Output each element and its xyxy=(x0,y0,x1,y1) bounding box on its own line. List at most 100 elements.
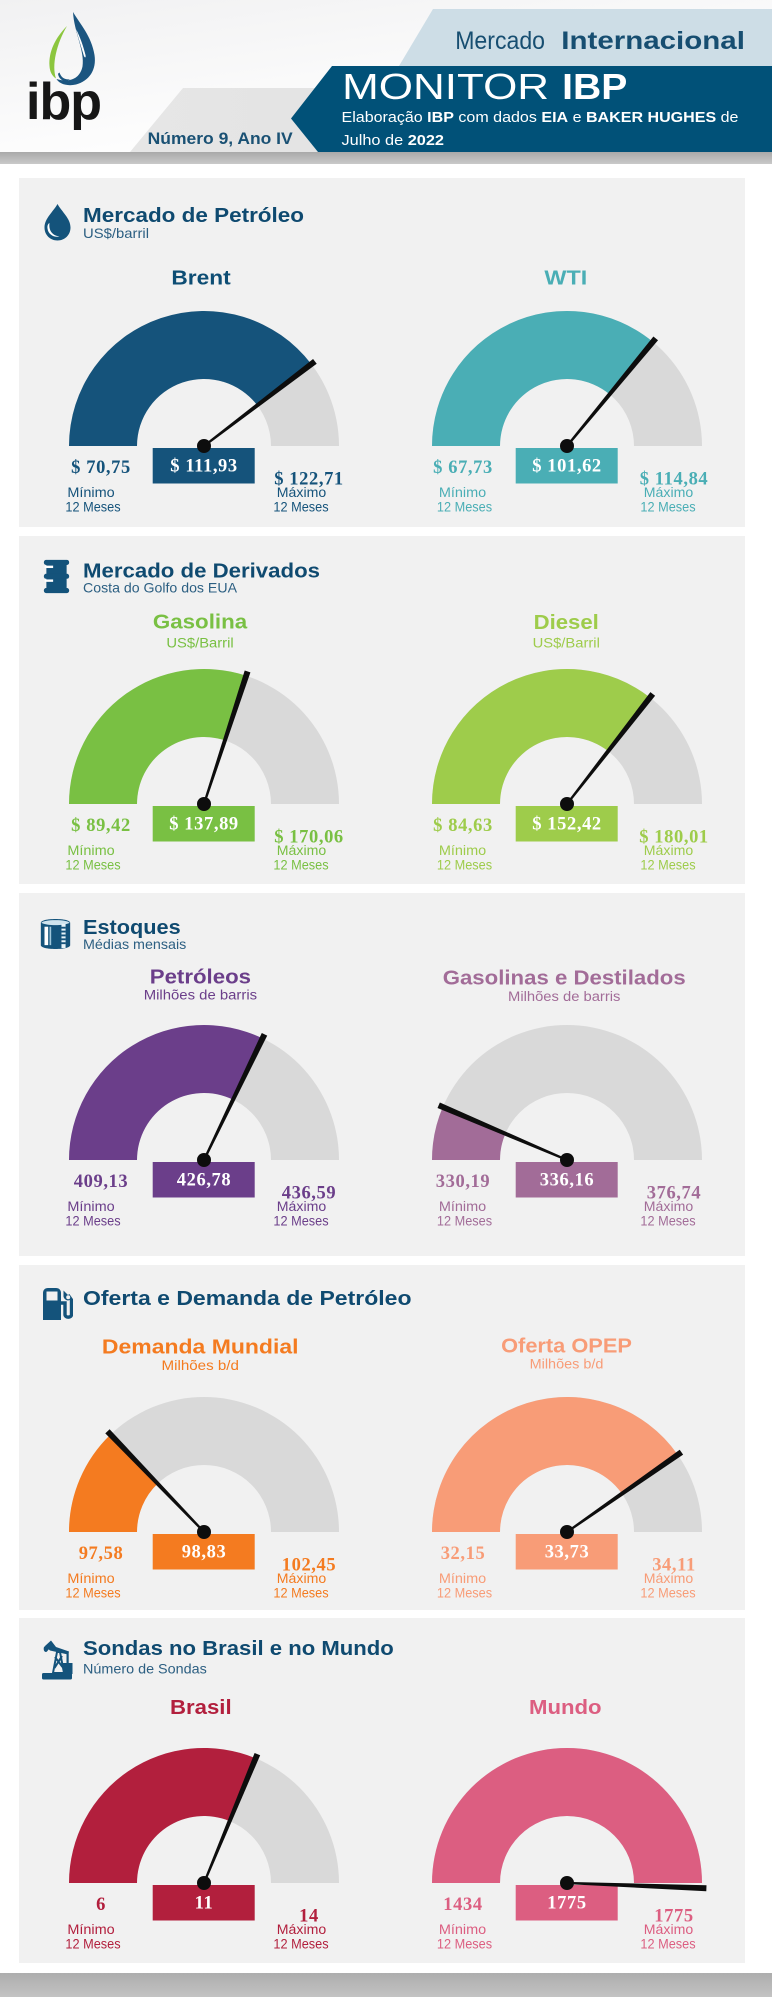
svg-text:Oferta OPEP: Oferta OPEP xyxy=(501,1336,632,1358)
svg-text:ibp: ibp xyxy=(26,73,101,131)
svg-text:Mínimo: Mínimo xyxy=(67,1571,114,1586)
svg-text:Máximo: Máximo xyxy=(644,843,693,858)
svg-text:Mundo: Mundo xyxy=(529,1697,602,1719)
svg-text:Máximo: Máximo xyxy=(644,1922,693,1937)
svg-text:Mínimo: Mínimo xyxy=(67,1922,114,1937)
svg-text:Médias mensais: Médias mensais xyxy=(83,936,186,952)
svg-text:1775: 1775 xyxy=(654,1907,693,1927)
svg-text:Internacional: Internacional xyxy=(561,27,745,55)
svg-text:Máximo: Máximo xyxy=(644,1571,693,1586)
svg-text:Demanda Mundial: Demanda Mundial xyxy=(102,1337,299,1359)
svg-text:12 Meses: 12 Meses xyxy=(640,1937,695,1952)
svg-text:336,16: 336,16 xyxy=(540,1170,594,1190)
svg-text:Número 9, Ano IV: Número 9, Ano IV xyxy=(148,130,293,148)
svg-text:Mínimo: Mínimo xyxy=(67,485,114,500)
svg-text:1775: 1775 xyxy=(547,1893,586,1913)
svg-text:Milhões b/d: Milhões b/d xyxy=(162,1358,239,1373)
svg-text:$ 137,89: $ 137,89 xyxy=(169,814,239,834)
svg-text:Milhões de barris: Milhões de barris xyxy=(144,988,258,1003)
svg-text:Costa do Golfo dos EUA: Costa do Golfo dos EUA xyxy=(83,580,238,596)
svg-text:Máximo: Máximo xyxy=(644,1199,693,1214)
svg-text:12 Meses: 12 Meses xyxy=(273,1214,328,1229)
svg-text:Estoques: Estoques xyxy=(83,916,181,939)
svg-text:Elaboração IBP com dados EIA e: Elaboração IBP com dados EIA e BAKER HUG… xyxy=(342,109,739,126)
svg-text:Milhões de barris: Milhões de barris xyxy=(508,989,621,1004)
svg-text:Mínimo: Mínimo xyxy=(439,1199,486,1214)
svg-text:Gasolina: Gasolina xyxy=(153,612,248,634)
svg-text:Mínimo: Mínimo xyxy=(439,843,486,858)
svg-text:US$/Barril: US$/Barril xyxy=(166,635,233,650)
svg-text:$ 122,71: $ 122,71 xyxy=(274,470,344,490)
svg-text:12 Meses: 12 Meses xyxy=(65,858,120,873)
svg-text:Máximo: Máximo xyxy=(277,1922,326,1937)
svg-text:12 Meses: 12 Meses xyxy=(273,1586,328,1601)
svg-text:$ 111,93: $ 111,93 xyxy=(170,456,238,476)
svg-text:409,13: 409,13 xyxy=(74,1172,128,1192)
svg-text:12 Meses: 12 Meses xyxy=(640,1214,695,1229)
svg-text:12 Meses: 12 Meses xyxy=(437,1214,492,1229)
svg-text:12 Meses: 12 Meses xyxy=(640,500,695,515)
svg-text:Milhões b/d: Milhões b/d xyxy=(530,1357,604,1372)
svg-text:330,19: 330,19 xyxy=(436,1172,490,1192)
svg-text:$ 84,63: $ 84,63 xyxy=(433,816,493,836)
svg-text:Mínimo: Mínimo xyxy=(67,1199,114,1214)
svg-text:11: 11 xyxy=(195,1893,214,1913)
svg-text:12 Meses: 12 Meses xyxy=(437,858,492,873)
svg-text:12 Meses: 12 Meses xyxy=(640,858,695,873)
svg-text:Número de Sondas: Número de Sondas xyxy=(83,1661,207,1677)
svg-text:436,59: 436,59 xyxy=(282,1184,336,1204)
svg-text:12 Meses: 12 Meses xyxy=(640,1586,695,1601)
svg-text:Mercado: Mercado xyxy=(455,27,545,55)
svg-text:Oferta e Demanda de Petróleo: Oferta e Demanda de Petróleo xyxy=(83,1287,412,1310)
svg-text:$ 67,73: $ 67,73 xyxy=(433,458,493,478)
svg-text:$ 170,06: $ 170,06 xyxy=(274,828,344,848)
svg-text:$ 180,01: $ 180,01 xyxy=(639,828,709,848)
svg-text:32,15: 32,15 xyxy=(441,1544,486,1564)
svg-text:$ 89,42: $ 89,42 xyxy=(71,816,131,836)
svg-text:12 Meses: 12 Meses xyxy=(437,1586,492,1601)
svg-text:Máximo: Máximo xyxy=(277,843,326,858)
svg-text:US$/Barril: US$/Barril xyxy=(533,635,600,650)
svg-text:Mínimo: Mínimo xyxy=(439,1922,486,1937)
svg-text:Mercado de Petróleo: Mercado de Petróleo xyxy=(83,204,304,227)
svg-text:WTI: WTI xyxy=(544,268,587,290)
svg-text:Brent: Brent xyxy=(171,268,231,290)
svg-text:Sondas no Brasil e no Mundo: Sondas no Brasil e no Mundo xyxy=(83,1637,394,1660)
svg-text:12 Meses: 12 Meses xyxy=(65,500,120,515)
svg-text:Mínimo: Mínimo xyxy=(439,485,486,500)
svg-text:98,83: 98,83 xyxy=(182,1542,227,1562)
svg-text:$ 101,62: $ 101,62 xyxy=(532,456,602,476)
svg-text:376,74: 376,74 xyxy=(647,1184,701,1204)
svg-text:12 Meses: 12 Meses xyxy=(65,1586,120,1601)
svg-text:12 Meses: 12 Meses xyxy=(273,1937,328,1952)
svg-text:Mercado de Derivados: Mercado de Derivados xyxy=(83,560,320,583)
svg-text:Petróleos: Petróleos xyxy=(150,966,251,988)
svg-text:Julho de 2022: Julho de 2022 xyxy=(342,132,445,149)
svg-text:12 Meses: 12 Meses xyxy=(65,1214,120,1229)
svg-text:US$/barril: US$/barril xyxy=(83,225,149,241)
svg-text:Brasil: Brasil xyxy=(170,1697,232,1719)
svg-text:Diesel: Diesel xyxy=(534,612,599,634)
svg-text:426,78: 426,78 xyxy=(177,1170,231,1190)
svg-text:6: 6 xyxy=(96,1895,106,1915)
svg-text:12 Meses: 12 Meses xyxy=(437,500,492,515)
svg-text:Máximo: Máximo xyxy=(277,1571,326,1586)
svg-text:Mínimo: Mínimo xyxy=(67,843,114,858)
svg-text:Gasolinas e Destilados: Gasolinas e Destilados xyxy=(443,968,686,990)
svg-text:12 Meses: 12 Meses xyxy=(273,858,328,873)
svg-text:34,11: 34,11 xyxy=(652,1556,696,1576)
svg-text:Máximo: Máximo xyxy=(277,485,326,500)
svg-text:Máximo: Máximo xyxy=(277,1199,326,1214)
svg-text:IBP: IBP xyxy=(562,66,627,107)
svg-text:102,45: 102,45 xyxy=(282,1556,336,1576)
svg-text:97,58: 97,58 xyxy=(79,1544,124,1564)
svg-text:Máximo: Máximo xyxy=(644,485,693,500)
svg-text:12 Meses: 12 Meses xyxy=(437,1937,492,1952)
svg-text:33,73: 33,73 xyxy=(545,1542,590,1562)
svg-text:12 Meses: 12 Meses xyxy=(65,1937,120,1952)
svg-text:Mínimo: Mínimo xyxy=(439,1571,486,1586)
svg-text:$ 152,42: $ 152,42 xyxy=(532,814,602,834)
svg-text:12 Meses: 12 Meses xyxy=(273,500,328,515)
svg-text:$ 70,75: $ 70,75 xyxy=(71,458,131,478)
svg-text:1434: 1434 xyxy=(443,1895,482,1915)
